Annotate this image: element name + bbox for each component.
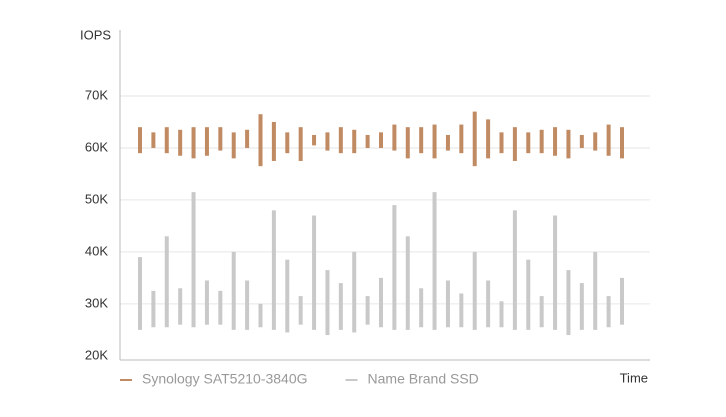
range-bar: [178, 129, 183, 156]
range-bar: [352, 251, 357, 333]
range-bar: [579, 134, 584, 148]
range-bar: [298, 296, 303, 325]
range-bar: [593, 251, 598, 330]
range-bar: [499, 301, 504, 328]
range-bar: [164, 127, 169, 154]
range-bar: [312, 134, 317, 146]
x-axis-label: Time: [620, 370, 648, 385]
range-bar: [178, 288, 183, 325]
range-bar: [499, 132, 504, 154]
range-bar: [620, 277, 624, 325]
range-bar: [218, 127, 223, 151]
range-bar: [486, 119, 491, 159]
range-bar: [539, 296, 544, 328]
range-bar: [352, 129, 357, 154]
range-bar: [392, 205, 397, 330]
range-bar: [365, 134, 370, 148]
range-bar: [419, 127, 424, 154]
range-bar: [218, 290, 223, 325]
range-bar: [606, 124, 611, 156]
y-tick-label: 40K: [85, 243, 108, 258]
range-bar: [204, 127, 209, 156]
range-bar: [445, 280, 450, 328]
range-bar: [526, 132, 531, 154]
range-bar: [151, 132, 156, 148]
range-bar: [204, 280, 209, 325]
range-bar: [392, 124, 397, 151]
range-bar: [512, 127, 517, 161]
legend-text: Synology SAT5210-3840G: [142, 371, 308, 387]
range-bar: [271, 210, 276, 330]
y-tick-label: 70K: [85, 87, 108, 102]
range-bar: [338, 127, 343, 154]
range-bar: [405, 236, 410, 330]
range-bar: [486, 280, 491, 328]
range-bar: [325, 132, 330, 151]
range-bar: [312, 215, 317, 330]
range-bar: [285, 132, 290, 154]
range-bar: [164, 236, 169, 328]
range-bar: [472, 251, 477, 330]
range-bar: [566, 129, 571, 159]
range-bar: [285, 259, 290, 333]
range-bar: [566, 270, 571, 336]
range-bar: [379, 277, 383, 328]
range-bar: [579, 283, 584, 330]
y-tick-label: 30K: [85, 295, 108, 310]
range-bar: [606, 296, 611, 328]
range-bar: [151, 290, 156, 328]
range-bar: [245, 280, 250, 330]
range-bar: [365, 296, 370, 325]
range-bar: [325, 270, 330, 336]
range-bar: [191, 127, 196, 159]
range-bar: [245, 129, 250, 148]
range-bar: [379, 132, 383, 148]
y-tick-label: 20K: [85, 347, 108, 362]
range-bar: [472, 111, 477, 167]
range-bar: [620, 127, 624, 159]
range-bar: [231, 251, 236, 330]
range-bar: [271, 121, 276, 161]
y-axis-label: IOPS: [80, 27, 111, 42]
range-bar: [593, 132, 598, 151]
range-bar: [191, 192, 196, 328]
legend-text: Name Brand SSD: [368, 371, 479, 387]
range-bar: [258, 114, 263, 167]
range-bar: [553, 127, 558, 156]
y-tick-label: 60K: [85, 139, 108, 154]
range-bar: [432, 124, 437, 159]
range-bar: [138, 257, 142, 330]
range-bar: [258, 303, 263, 328]
range-bar: [432, 192, 437, 330]
range-bar: [338, 283, 343, 330]
range-bar: [539, 129, 544, 154]
y-tick-label: 50K: [85, 191, 108, 206]
range-bar: [459, 124, 464, 154]
range-bar: [445, 134, 450, 151]
range-bar: [512, 210, 517, 330]
range-bar: [231, 132, 236, 159]
range-bar: [553, 215, 558, 330]
range-bar: [405, 127, 410, 159]
range-bar: [459, 293, 464, 328]
range-bar: [138, 127, 142, 154]
range-bar: [526, 259, 531, 330]
range-bar: [419, 288, 424, 328]
range-bar: [298, 127, 303, 161]
